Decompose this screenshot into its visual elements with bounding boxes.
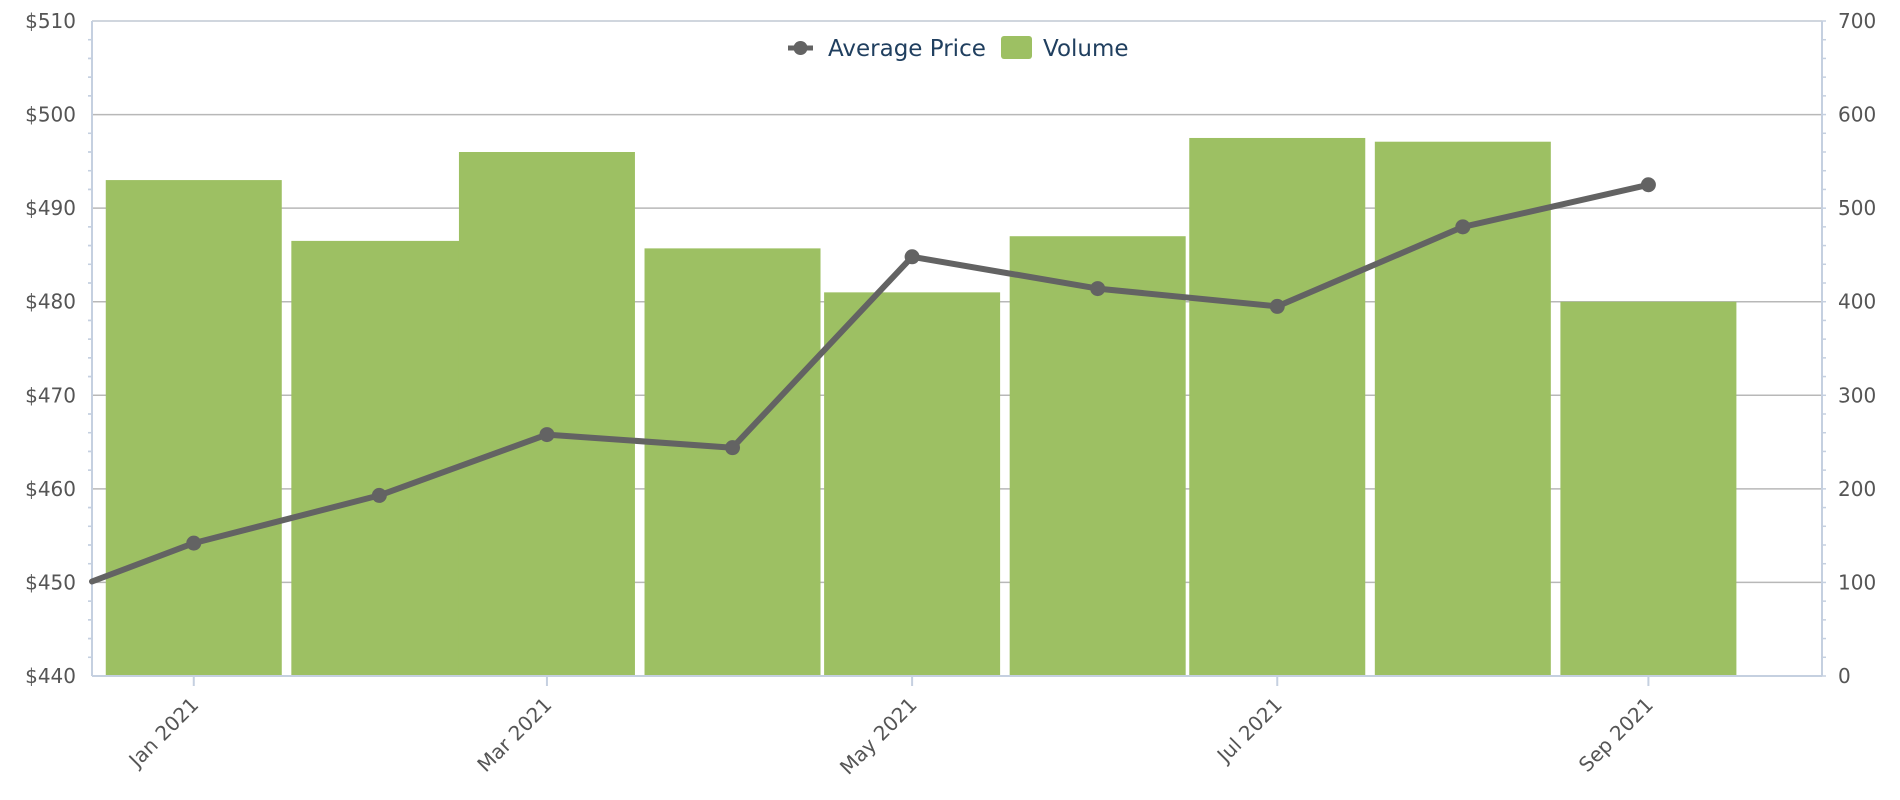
- average-price-series-line[interactable]: [89, 181, 1652, 585]
- average-price-line: [89, 177, 1656, 585]
- volume-bar[interactable]: [824, 292, 1001, 676]
- left-y-tick-label: $480: [25, 290, 76, 314]
- legend-item-average-price[interactable]: Average Price: [788, 36, 986, 62]
- volume-bar[interactable]: [1189, 137, 1366, 676]
- volume-bar[interactable]: [1560, 301, 1737, 676]
- average-price-point[interactable]: [725, 440, 741, 456]
- left-y-tick-label: $500: [25, 103, 76, 127]
- right-y-tick-label: 700: [1838, 9, 1876, 33]
- left-y-tick-label: $510: [25, 9, 76, 33]
- right-y-tick-label: 100: [1838, 570, 1876, 594]
- average-price-point[interactable]: [1455, 219, 1471, 235]
- volume-bar[interactable]: [291, 240, 468, 676]
- x-tick-label: Mar 2021: [472, 693, 556, 777]
- right-y-tick-label: 600: [1838, 103, 1876, 127]
- average-price-point[interactable]: [1090, 281, 1106, 297]
- volume-bar[interactable]: [644, 248, 821, 676]
- right-y-tick-label: 500: [1838, 196, 1876, 220]
- x-tick-label: May 2021: [835, 693, 922, 780]
- right-y-tick-label: 200: [1838, 477, 1876, 501]
- volume-bar[interactable]: [105, 180, 282, 677]
- x-tick-label: Sep 2021: [1574, 693, 1658, 777]
- legend-box-icon: [1001, 36, 1032, 59]
- average-price-point[interactable]: [904, 249, 920, 265]
- x-tick-label: Jul 2021: [1211, 693, 1287, 769]
- x-axis-labels: Jan 2021 Mar 2021 May 2021 Jul 2021 Sep 2021: [123, 693, 1658, 780]
- right-y-tick-label: 300: [1838, 383, 1876, 407]
- average-price-point[interactable]: [371, 487, 387, 503]
- legend-marker-icon: [793, 41, 808, 55]
- left-y-tick-label: $470: [25, 383, 76, 407]
- axes: [88, 20, 1826, 686]
- left-y-tick-label: $450: [25, 570, 76, 594]
- legend-label-volume: Volume: [1043, 36, 1129, 62]
- left-y-axis-labels: $440 $450 $460 $470 $480 $490 $500 $510: [25, 9, 76, 688]
- legend-label-average-price: Average Price: [828, 36, 986, 62]
- average-price-point[interactable]: [1269, 298, 1285, 314]
- right-y-tick-label: 0: [1838, 664, 1851, 688]
- right-y-tick-label: 400: [1838, 290, 1876, 314]
- volume-bar[interactable]: [458, 152, 635, 676]
- left-y-tick-label: $440: [25, 664, 76, 688]
- left-y-tick-label: $490: [25, 196, 76, 220]
- left-y-tick-label: $460: [25, 477, 76, 501]
- average-price-point[interactable]: [539, 427, 555, 443]
- volume-bar[interactable]: [1009, 236, 1186, 676]
- right-y-axis-labels: 0 100 200 300 400 500 600 700: [1838, 9, 1876, 688]
- legend: Average Price Volume: [788, 36, 1129, 62]
- volume-bars: [105, 137, 1737, 677]
- average-price-point[interactable]: [1640, 177, 1656, 193]
- legend-item-volume[interactable]: Volume: [1001, 36, 1129, 62]
- average-price-point[interactable]: [186, 535, 202, 551]
- x-tick-label: Jan 2021: [123, 693, 204, 774]
